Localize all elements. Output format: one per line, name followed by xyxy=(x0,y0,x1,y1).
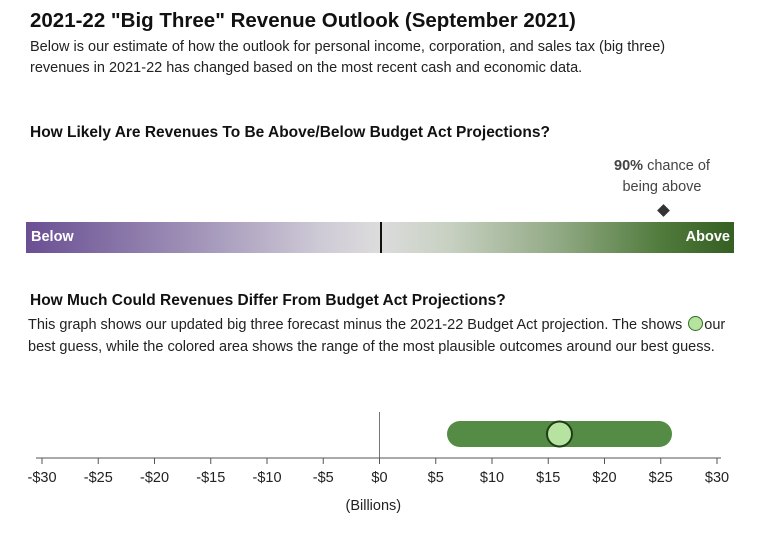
gauge-above-label: Above xyxy=(685,229,730,245)
x-tick-label: $10 xyxy=(480,470,504,486)
callout-percent: 90% xyxy=(614,158,644,174)
callout-line-1: 90% chance of xyxy=(600,156,724,177)
gauge-below-label: Below xyxy=(31,229,74,245)
page-title: 2021-22 "Big Three" Revenue Outlook (Sep… xyxy=(30,9,576,32)
gauge-midline xyxy=(380,222,382,253)
x-tick-label: -$5 xyxy=(313,470,334,486)
x-axis-label: (Billions) xyxy=(345,498,402,514)
x-tick-label: $15 xyxy=(536,470,560,486)
likelihood-heading: How Likely Are Revenues To Be Above/Belo… xyxy=(30,124,550,141)
probability-callout: 90% chance of being above xyxy=(600,156,724,198)
callout-line-1-rest: chance of xyxy=(643,158,710,174)
x-tick-label: -$25 xyxy=(84,470,113,486)
range-chart: -$30 -$25 -$20 -$15 -$10 -$5 $0 $5 $10 $15 $20 $25 $… xyxy=(27,412,729,486)
difference-heading: How Much Could Revenues Differ From Budg… xyxy=(30,292,506,309)
probability-marker xyxy=(656,204,670,217)
likelihood-gauge: Below Above xyxy=(26,222,734,253)
x-tick-label: $30 xyxy=(705,470,729,486)
difference-description: This graph shows our updated big three f… xyxy=(28,314,728,358)
circle-icon xyxy=(688,316,704,331)
x-tick-label: $5 xyxy=(428,470,444,486)
x-tick-label: -$10 xyxy=(252,470,281,486)
best-guess-point xyxy=(546,420,573,448)
x-tick-label: -$15 xyxy=(196,470,225,486)
x-tick-label: $0 xyxy=(371,470,387,486)
callout-line-2: being above xyxy=(622,179,702,195)
intro-text: Below is our estimate of how the outlook… xyxy=(30,39,666,76)
description-part-2: our best guess, while the colored area s… xyxy=(28,317,726,355)
x-tick-label: $25 xyxy=(649,470,673,486)
x-tick-label: -$20 xyxy=(140,470,169,486)
description-part-1: This graph shows our updated big three f… xyxy=(28,317,687,333)
x-tick-label: $20 xyxy=(592,470,616,486)
x-tick-label: -$30 xyxy=(27,470,56,486)
